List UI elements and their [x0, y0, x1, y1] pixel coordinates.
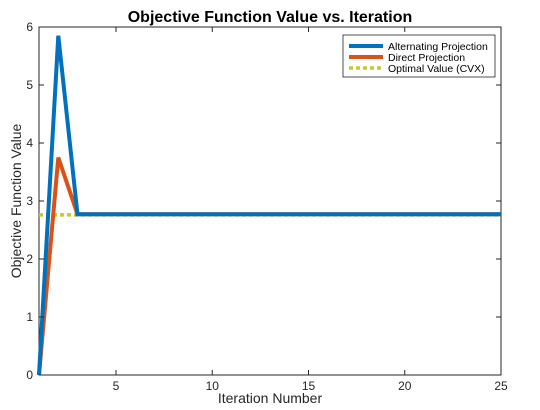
y-axis-label: Objective Function Value	[8, 123, 24, 278]
y-tick-label: 2	[26, 252, 33, 266]
y-tick-label: 0	[26, 368, 33, 382]
series-line-1	[37, 35, 501, 376]
plot-area	[38, 26, 502, 376]
x-axis-label: Iteration Number	[218, 390, 323, 405]
y-tick-label: 3	[26, 194, 33, 208]
y-tick-label: 6	[26, 20, 33, 34]
legend-label-1: Alternating Projection	[388, 41, 488, 53]
x-tick-label: 10	[206, 379, 220, 393]
x-tick-label: 20	[398, 379, 412, 393]
tick-layer: 0 1 2 3 4 5 6 5 10 15 20 25	[26, 20, 508, 393]
x-tick-label: 15	[302, 379, 316, 393]
legend-label-2: Direct Projection	[388, 52, 465, 64]
legend-label-3: Optimal Value (CVX)	[388, 63, 485, 75]
x-tick-label: 5	[113, 379, 120, 393]
y-tick-label: 5	[26, 78, 33, 92]
y-tick-label: 1	[26, 310, 33, 324]
y-tick-label: 4	[26, 136, 33, 150]
x-tick-label: 25	[494, 379, 508, 393]
chart-title: Objective Function Value vs. Iteration	[128, 9, 413, 26]
series-layer	[37, 35, 501, 376]
